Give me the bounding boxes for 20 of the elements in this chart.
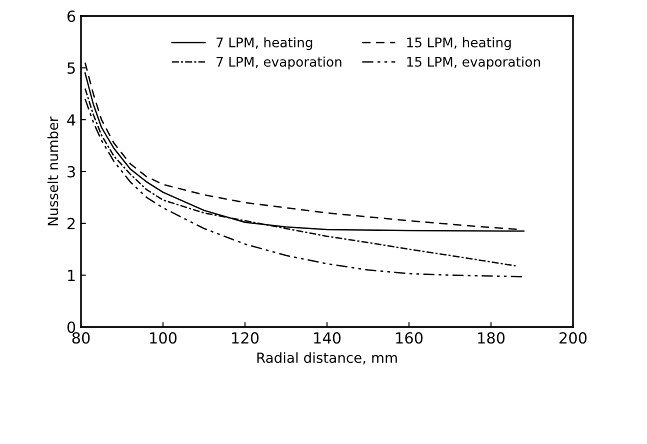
x-tick-label: 140 <box>314 332 341 344</box>
y-tick-label: 0 <box>67 321 76 334</box>
legend-label: 7 LPM, evaporation <box>216 56 342 70</box>
y-tick-label: 6 <box>67 10 76 22</box>
y-tick-label: 3 <box>68 166 75 178</box>
y-tick-label: 2 <box>68 218 75 230</box>
x-tick-label: 80 <box>72 332 90 344</box>
y-tick-label: 1 <box>68 270 75 281</box>
legend-label: 15 LPM, evaporation <box>407 56 540 70</box>
x-tick-label: 180 <box>478 332 505 344</box>
x-tick-label: 160 <box>396 332 423 344</box>
x-tick-label: 200 <box>560 332 587 344</box>
legend-label: 15 LPM, heating <box>407 37 511 50</box>
y-axis-title: Nusselt number <box>47 116 58 226</box>
legend-label: 7 LPM, heating <box>216 37 312 50</box>
x-tick-label: 100 <box>150 332 177 344</box>
y-tick-label: 5 <box>68 62 75 74</box>
x-tick-label: 120 <box>232 332 259 344</box>
y-tick-label: 4 <box>67 114 76 126</box>
x-axis-title: Radial distance, mm <box>257 352 397 364</box>
